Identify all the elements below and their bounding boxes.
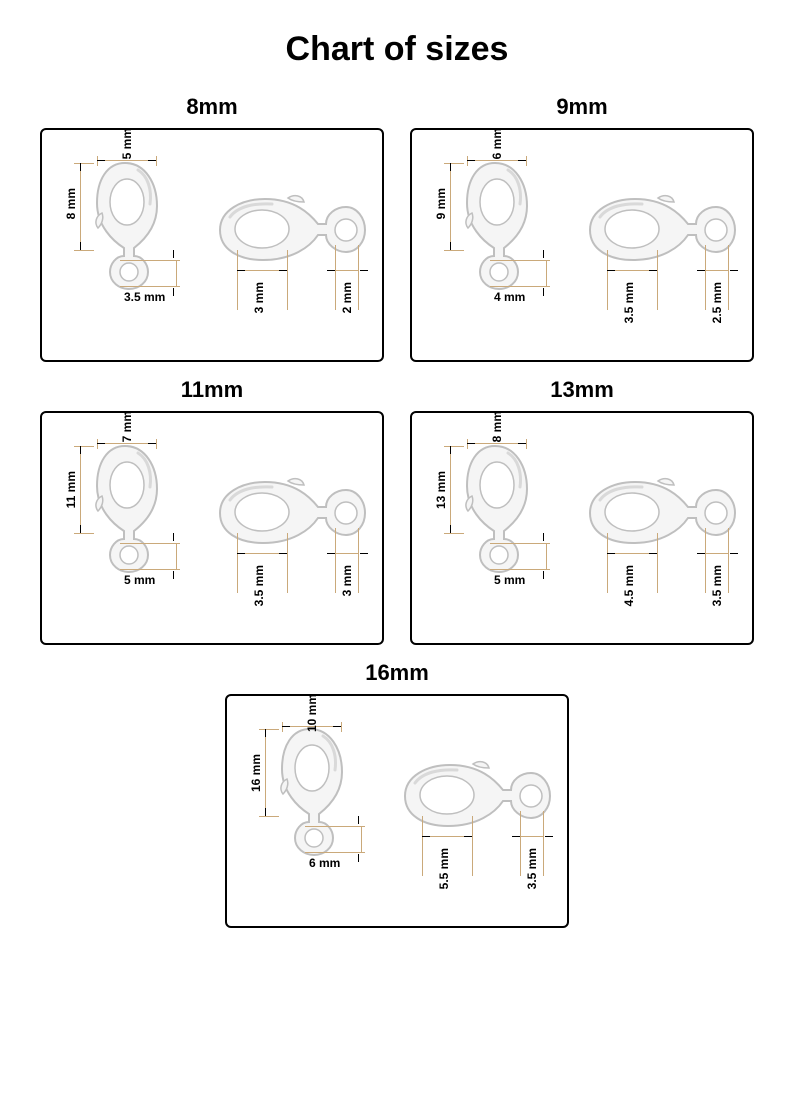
size-cell: 11mm 7 mm 11 mm 5 mm 3.5 mm 3 mm — [42, 377, 382, 645]
size-panel: 7 mm 11 mm 5 mm 3.5 mm 3 mm — [40, 411, 384, 645]
dim-inner1: 5.5 mm — [437, 848, 451, 889]
dim-inner2: 2.5 mm — [710, 282, 724, 323]
dim-inner1: 3.5 mm — [622, 282, 636, 323]
dim-height: 11 mm — [64, 471, 78, 508]
dim-inner1: 3.5 mm — [252, 565, 266, 606]
dim-height: 13 mm — [434, 471, 448, 509]
size-cell: 9mm 6 mm 9 mm 4 mm 3.5 mm 2.5 mm — [412, 94, 752, 362]
size-panel: 10 mm 16 mm 6 mm 5.5 mm 3.5 mm — [225, 694, 569, 928]
dim-inner2: 2 mm — [340, 282, 354, 313]
dim-width: 7 mm — [120, 411, 134, 442]
dim-inner1: 4.5 mm — [622, 565, 636, 606]
dim-inner1: 3 mm — [252, 282, 266, 313]
dim-width: 8 mm — [490, 411, 504, 442]
dim-inner2: 3.5 mm — [710, 565, 724, 606]
page-title: Chart of sizes — [30, 30, 764, 69]
dim-ring: 5 mm — [494, 573, 525, 587]
size-label: 13mm — [550, 377, 614, 403]
size-cell: 13mm 8 mm 13 mm 5 mm 4.5 mm 3.5 mm — [412, 377, 752, 645]
size-cell: 16mm 10 mm 16 mm 6 mm 5.5 mm 3.5 mm — [227, 660, 567, 928]
dim-ring: 6 mm — [309, 856, 340, 870]
dim-ring: 5 mm — [124, 573, 155, 587]
size-label: 11mm — [181, 377, 243, 403]
size-label: 16mm — [365, 660, 429, 686]
dim-width: 6 mm — [490, 128, 504, 159]
size-grid: 8mm 5 mm 8 mm 3.5 mm 3 mm 2 mm 9mm — [30, 94, 764, 928]
size-panel: 6 mm 9 mm 4 mm 3.5 mm 2.5 mm — [410, 128, 754, 362]
size-label: 9mm — [556, 94, 607, 120]
size-cell: 8mm 5 mm 8 mm 3.5 mm 3 mm 2 mm — [42, 94, 382, 362]
dim-height: 8 mm — [64, 188, 78, 219]
dim-inner2: 3.5 mm — [525, 848, 539, 889]
size-panel: 5 mm 8 mm 3.5 mm 3 mm 2 mm — [40, 128, 384, 362]
dim-width: 5 mm — [120, 128, 134, 159]
dim-height: 16 mm — [249, 754, 263, 792]
size-label: 8mm — [186, 94, 237, 120]
dim-ring: 4 mm — [494, 290, 525, 304]
dim-width: 10 mm — [305, 694, 319, 732]
dim-inner2: 3 mm — [340, 565, 354, 596]
dim-height: 9 mm — [434, 188, 448, 219]
size-panel: 8 mm 13 mm 5 mm 4.5 mm 3.5 mm — [410, 411, 754, 645]
dim-ring: 3.5 mm — [124, 290, 165, 304]
